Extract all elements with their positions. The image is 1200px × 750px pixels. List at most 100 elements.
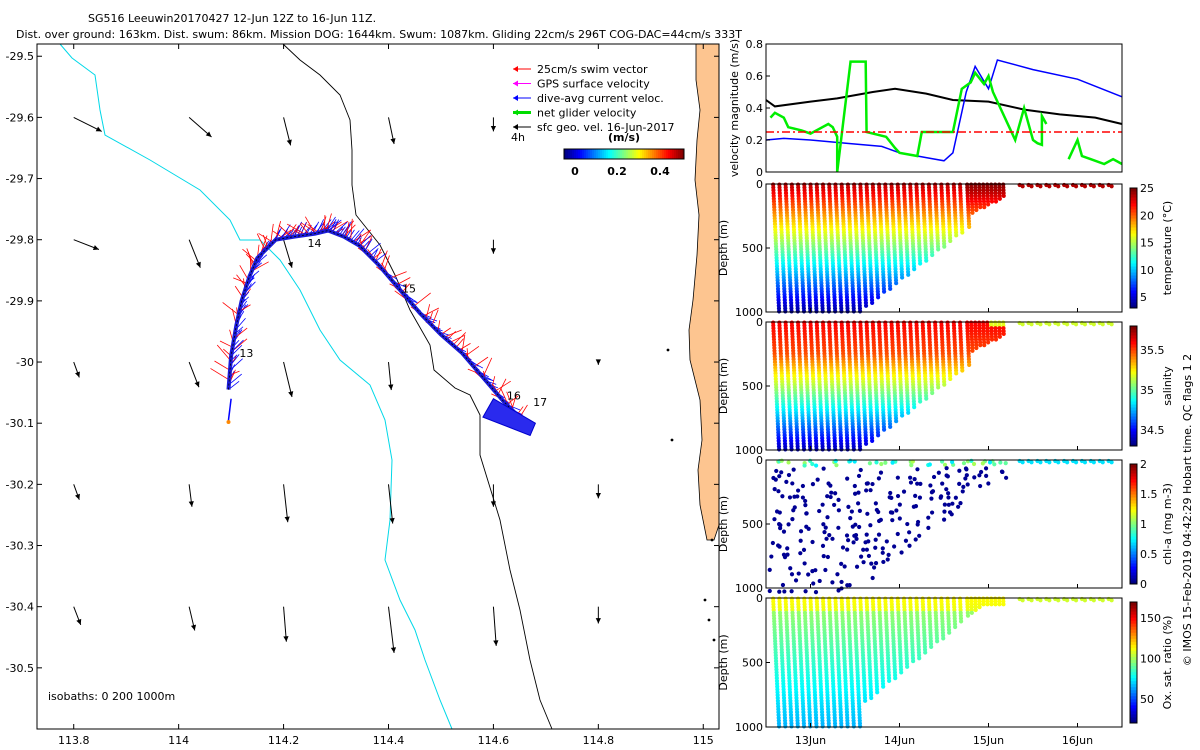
salinity-sample (833, 447, 838, 452)
x-tick-label: 115 (693, 734, 714, 747)
chl-a-sample (878, 470, 884, 475)
temperature-sample (1100, 184, 1105, 189)
x-tick-label: 114.2 (268, 734, 300, 747)
temperature-sample (974, 207, 979, 213)
chl-a-sample (950, 459, 955, 465)
chl-a-sample (1091, 460, 1096, 465)
geo-vector-head (595, 359, 601, 365)
colorbar-cell (1130, 698, 1137, 703)
chl-a-sample (964, 467, 969, 472)
colorbar-tick-label: 0.5 (1140, 548, 1158, 561)
salinity-sample (888, 424, 893, 429)
colorbar-cell (1130, 431, 1137, 435)
chl-a-sample (864, 488, 869, 493)
chl-a-sample (915, 481, 920, 486)
chl-a-sample (852, 483, 857, 489)
colorbar-cell (1130, 560, 1137, 564)
colorbar-cell (1130, 392, 1137, 396)
chl-a-sample (803, 589, 808, 594)
colorbar-cell (586, 149, 589, 159)
chl-a-sample (842, 564, 847, 569)
chl-a-sample (987, 460, 993, 465)
chl-a-sample (915, 467, 920, 472)
chl-a-sample (1109, 460, 1114, 465)
chl-a-sample (961, 461, 967, 466)
chl-a-sample (847, 583, 852, 588)
colorbar-cell (1130, 419, 1137, 423)
colorbar-cell (594, 149, 597, 159)
temperature-sample (906, 272, 911, 277)
colorbar-cell (1130, 206, 1137, 210)
chl-a-sample (946, 495, 951, 500)
chl-a-sample (917, 495, 923, 500)
chl-a-sample (1020, 460, 1025, 465)
chl-a-sample (940, 481, 945, 486)
colorbar-cell (576, 149, 579, 159)
colorbar-cell (1130, 395, 1137, 399)
colorbar-cell (588, 149, 591, 159)
chl-a-sample (857, 524, 862, 530)
chl-a-sample (786, 460, 791, 465)
current-vector (341, 221, 352, 237)
chl-a-sample (929, 490, 934, 495)
chl-a-sample (956, 504, 961, 509)
temperature-sample (833, 309, 838, 314)
chl-a-sample (791, 508, 796, 513)
swim-vector (275, 221, 282, 240)
chl-a-sample (867, 461, 872, 466)
chl-a-sample (810, 461, 815, 467)
current-vector (352, 228, 365, 243)
chl-a-sample (960, 489, 965, 494)
chl-a-sample (786, 472, 792, 478)
current-vector (299, 222, 307, 236)
swim-vector (380, 250, 388, 268)
colorbar-cell (1130, 632, 1137, 636)
geo-vector-head (595, 618, 601, 624)
swim-vector (506, 395, 519, 405)
colorbar-cell (1130, 398, 1137, 402)
oxygen-sample (911, 658, 916, 664)
oxygen-sample (826, 724, 832, 729)
oxygen-sample (929, 644, 934, 649)
geo-vector-head (287, 261, 293, 268)
salinity-sample (924, 396, 929, 401)
chl-a-sample (803, 503, 808, 508)
oxygen-sample (899, 670, 904, 675)
velocity-series-blue (765, 59, 1123, 162)
chl-a-sample (853, 522, 858, 527)
colorbar-cell (1130, 209, 1137, 213)
chl-a-sample (880, 550, 885, 555)
colorbar-cell (656, 149, 659, 159)
chl-a-sample (793, 578, 799, 583)
depth-tick-label: 1000 (735, 721, 763, 734)
oxygen-sample (997, 602, 1002, 607)
temperature-sample (789, 309, 794, 314)
chl-a-sample (825, 515, 830, 520)
track-start-marker (226, 419, 231, 424)
chl-a-sample (942, 509, 947, 514)
chl-a-sample (944, 466, 949, 471)
salinity-sample (1038, 322, 1043, 327)
date-tick-label: 13Jun (795, 734, 826, 747)
salinity-sample (801, 447, 807, 452)
chl-a-sample (828, 483, 833, 488)
current-vector (332, 219, 339, 233)
swim-vector (345, 221, 350, 239)
chl-a-sample (1082, 460, 1088, 465)
temperature-sample (982, 205, 987, 210)
chl-a-sample (770, 540, 775, 546)
colorbar-cell (640, 149, 643, 159)
colorbar-cell (1130, 479, 1137, 483)
colorbar-cell (1130, 278, 1137, 282)
chl-a-sample (821, 553, 826, 559)
chl-a-sample (834, 463, 839, 468)
chl-a-sample (827, 533, 832, 538)
colorbar-cell (1130, 563, 1137, 567)
temperature-sample (776, 309, 782, 314)
chl-a-sample (873, 545, 878, 550)
chl-a-sample (769, 554, 774, 559)
swim-vector (210, 368, 230, 381)
oxygen-sample (981, 602, 986, 607)
colorbar-cell (1130, 203, 1137, 207)
